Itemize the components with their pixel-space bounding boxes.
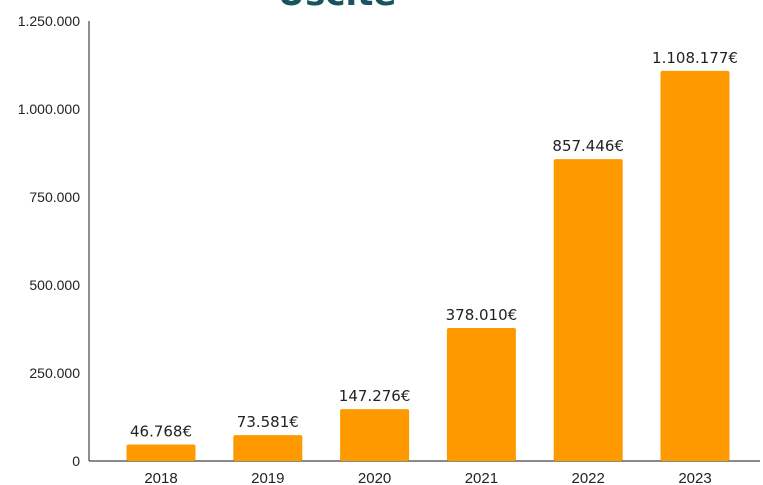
y-tick-label: 1.250.000 bbox=[18, 13, 80, 29]
bar-2022 bbox=[553, 159, 623, 461]
bar-2020 bbox=[340, 409, 410, 461]
y-tick-label: 500.000 bbox=[29, 277, 80, 293]
x-tick-label: 2018 bbox=[144, 470, 177, 485]
y-tick-label: 250.000 bbox=[29, 365, 80, 381]
data-label-2020: 147.276€ bbox=[339, 387, 411, 405]
bars bbox=[126, 70, 730, 462]
x-tick-label: 2023 bbox=[678, 470, 711, 485]
y-axis: 0 250.000 500.000 750.000 1.000.000 1.250.000 bbox=[18, 13, 90, 469]
x-tick-label: 2020 bbox=[358, 470, 391, 485]
x-tick-label: 2021 bbox=[465, 470, 498, 485]
data-labels: 46.768€ 73.581€ 147.276€ 378.010€ 857.446€ 1.… bbox=[130, 49, 738, 441]
data-label-2018: 46.768€ bbox=[130, 423, 192, 441]
data-label-2023: 1.108.177€ bbox=[652, 49, 738, 67]
y-tick-label: 1.000.000 bbox=[18, 101, 80, 117]
data-label-2021: 378.010€ bbox=[446, 306, 518, 324]
x-tick-label: 2019 bbox=[251, 470, 284, 485]
data-label-2022: 857.446€ bbox=[552, 137, 624, 155]
bar-2018 bbox=[126, 444, 196, 461]
data-label-2019: 73.581€ bbox=[237, 413, 299, 431]
x-tick-label: 2022 bbox=[572, 470, 605, 485]
chart-title: Uscite bbox=[278, 0, 397, 14]
bar-2021 bbox=[446, 327, 516, 461]
bar-2019 bbox=[233, 435, 303, 461]
x-axis: 2018 2019 2020 2021 2022 2023 bbox=[89, 460, 760, 485]
y-tick-label: 0 bbox=[72, 453, 80, 469]
bar-2023 bbox=[660, 70, 730, 462]
y-tick-label: 750.000 bbox=[29, 189, 80, 205]
